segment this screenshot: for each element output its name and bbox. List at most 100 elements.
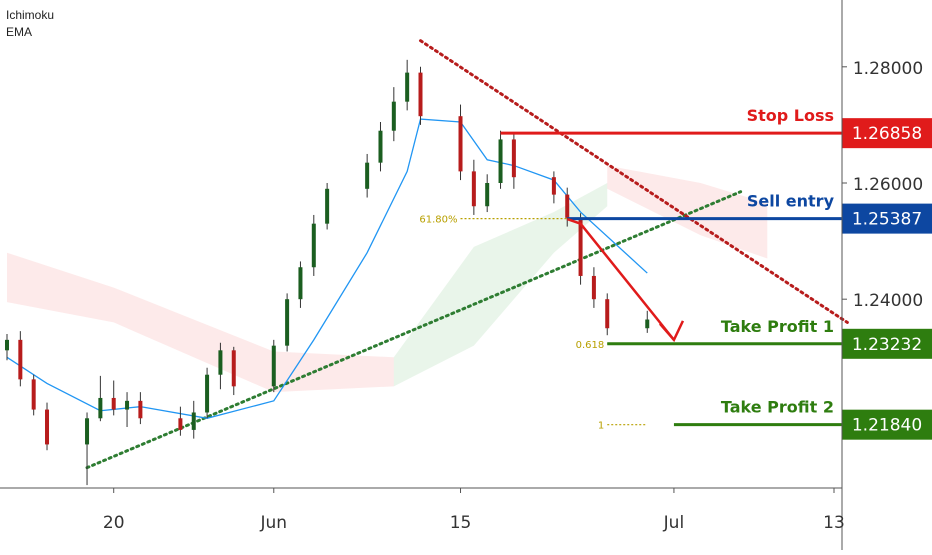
x-tick-label: Jul bbox=[663, 513, 685, 533]
candle bbox=[191, 400, 196, 439]
candle bbox=[231, 346, 236, 396]
level-caption-stop_loss: Stop Loss bbox=[747, 106, 834, 125]
sell-arrow bbox=[566, 217, 675, 341]
y-tick-label: 1.24000 bbox=[853, 291, 923, 311]
candle-body bbox=[645, 319, 650, 329]
x-tick-label: Jun bbox=[259, 513, 287, 533]
level-badge-stop_loss bbox=[842, 118, 932, 149]
candle-body bbox=[205, 374, 210, 413]
indicator-label-ichimoku: Ichimoku bbox=[6, 8, 55, 22]
candle-body bbox=[271, 345, 276, 387]
candle-body bbox=[298, 267, 303, 300]
y-tick-label: 1.28000 bbox=[853, 59, 923, 79]
trendline-resistance bbox=[419, 39, 849, 324]
candle bbox=[18, 331, 23, 387]
ichimoku-cloud-bearish-0 bbox=[7, 252, 394, 393]
candle-body bbox=[418, 72, 423, 117]
candle-body bbox=[405, 72, 410, 102]
candle bbox=[458, 104, 463, 181]
candle bbox=[498, 130, 503, 189]
candle bbox=[98, 375, 103, 422]
candle-body bbox=[605, 299, 610, 329]
candle-body bbox=[85, 418, 90, 445]
candle bbox=[285, 293, 290, 352]
candle bbox=[178, 406, 183, 436]
level-caption-take_profit_2: Take Profit 2 bbox=[721, 398, 834, 417]
candle-body bbox=[391, 101, 396, 131]
candle-body bbox=[325, 188, 330, 224]
candle bbox=[325, 183, 330, 230]
sell-arrow-head bbox=[658, 320, 685, 343]
candle-body bbox=[191, 412, 196, 430]
candle-body bbox=[45, 409, 50, 445]
candle-body bbox=[511, 139, 516, 178]
ichimoku-cloud-bullish-1 bbox=[393, 183, 608, 387]
candle bbox=[391, 87, 396, 142]
candle bbox=[591, 267, 596, 308]
candle bbox=[605, 293, 610, 336]
candle-body bbox=[551, 177, 556, 195]
candle-body bbox=[178, 418, 183, 430]
x-tick-label: 20 bbox=[103, 513, 125, 533]
candle-body bbox=[231, 350, 236, 387]
candle-body bbox=[471, 171, 476, 207]
candle bbox=[45, 402, 50, 451]
candle bbox=[311, 214, 316, 276]
candle-body bbox=[218, 350, 223, 375]
candle bbox=[125, 392, 130, 427]
candle-body bbox=[311, 223, 316, 268]
candle-body bbox=[485, 183, 490, 207]
candle bbox=[85, 412, 90, 486]
level-caption-take_profit_1: Take Profit 1 bbox=[721, 317, 834, 336]
fib-label: 61.80% bbox=[419, 215, 457, 226]
candle bbox=[271, 339, 276, 393]
level-value-stop_loss: 1.26858 bbox=[852, 124, 922, 144]
level-value-take_profit_1: 1.23232 bbox=[852, 335, 922, 355]
candle-body bbox=[31, 379, 36, 410]
level-badge-take_profit_1 bbox=[842, 328, 932, 359]
candle-body bbox=[578, 217, 583, 276]
candle-body bbox=[18, 339, 23, 380]
candle-body bbox=[565, 194, 570, 218]
level-caption-sell_entry: Sell entry bbox=[747, 192, 835, 211]
candle bbox=[405, 59, 410, 111]
trendline-support bbox=[85, 190, 743, 470]
candle bbox=[298, 261, 303, 308]
x-tick-label: 13 bbox=[823, 513, 845, 533]
candle bbox=[365, 153, 370, 198]
candle-body bbox=[5, 339, 9, 351]
candle bbox=[218, 342, 223, 390]
candle bbox=[5, 334, 9, 361]
candle bbox=[485, 174, 490, 213]
candle bbox=[551, 171, 556, 204]
candle-body bbox=[378, 130, 383, 163]
candle-body bbox=[365, 162, 370, 189]
candle-body bbox=[98, 397, 103, 419]
candle-body bbox=[125, 400, 130, 410]
candle bbox=[471, 159, 476, 215]
candle bbox=[205, 367, 210, 419]
indicator-label-ema: EMA bbox=[6, 25, 33, 39]
candle-body bbox=[591, 275, 596, 300]
level-value-sell_entry: 1.25387 bbox=[852, 210, 922, 230]
y-tick-label: 1.26000 bbox=[853, 175, 923, 195]
candle bbox=[378, 122, 383, 172]
candle bbox=[645, 310, 650, 333]
candle-body bbox=[138, 400, 143, 419]
candle bbox=[31, 374, 36, 416]
fib-label: 0.618 bbox=[576, 340, 605, 351]
candle bbox=[111, 380, 116, 416]
candle bbox=[511, 133, 516, 189]
candle-body bbox=[111, 397, 116, 410]
candle bbox=[418, 66, 423, 125]
candle-body bbox=[458, 116, 463, 172]
level-value-take_profit_2: 1.21840 bbox=[852, 416, 922, 436]
level-badge-sell_entry bbox=[842, 203, 932, 234]
candle-body bbox=[285, 299, 290, 346]
candle-body bbox=[498, 139, 503, 183]
x-tick-label: 15 bbox=[450, 513, 472, 533]
level-badge-take_profit_2 bbox=[842, 409, 932, 440]
candle bbox=[138, 392, 143, 425]
